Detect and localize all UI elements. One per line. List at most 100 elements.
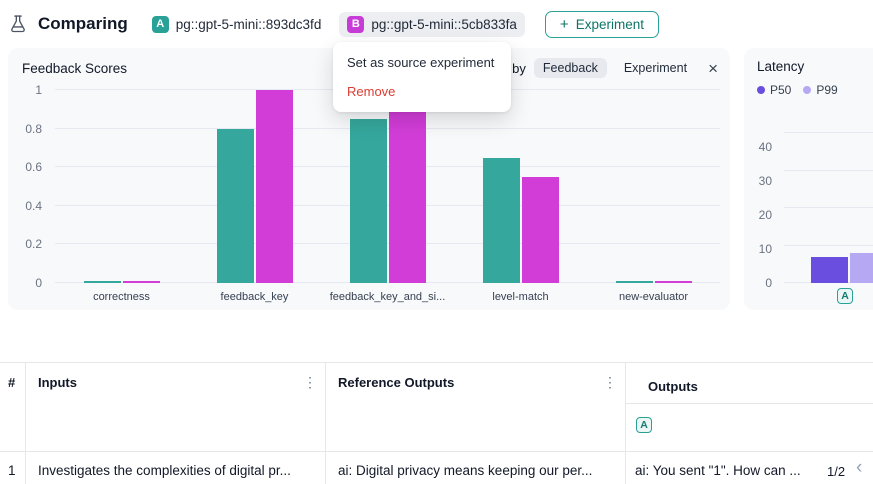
experiment-a-name: pg::gpt-5-mini::893dc3fd (175, 16, 322, 32)
row-divider (0, 451, 873, 452)
reference-outputs-cell[interactable]: ai: Digital privacy means keeping our pe… (338, 463, 593, 478)
outputs-experiment-a-badge: A (636, 417, 652, 433)
bar-B-feedback_key_and_si...[interactable] (388, 95, 426, 283)
outputs-cell[interactable]: ai: You sent "1". How can ... (635, 463, 801, 478)
bar-group (188, 90, 321, 283)
y-tick-label: 1 (35, 83, 42, 97)
x-category-label: feedback_key_and_si... (329, 291, 446, 303)
bar-B-feedback_key[interactable] (255, 90, 293, 283)
y-tick-label: 0.2 (25, 237, 42, 252)
y-tick-label: 0.8 (25, 121, 42, 136)
group-by-experiment-chip[interactable]: Experiment (623, 61, 688, 75)
bar-A-correctness[interactable] (83, 281, 121, 283)
gridline (784, 169, 873, 171)
bar-P99-A[interactable] (850, 253, 873, 283)
y-tick-label: 20 (758, 207, 772, 222)
row-number: 1 (8, 463, 16, 478)
latency-legend: P50 P99 (744, 76, 873, 97)
bar-A-new-evaluator[interactable] (615, 281, 653, 283)
feedback-panel-controls: up by Feedback Experiment × (494, 58, 718, 78)
bar-group (454, 90, 587, 283)
y-tick-label: 30 (758, 173, 772, 188)
gridline (55, 243, 720, 245)
bar-groups (55, 90, 720, 283)
gridline (55, 127, 720, 129)
bar-group (784, 118, 873, 283)
x-category-label: level-match (492, 291, 549, 303)
y-tick-label: 0.4 (25, 198, 42, 213)
experiment-a-badge: A (151, 15, 169, 33)
pagination-count: 1/2 (827, 464, 846, 479)
column-header-outputs: Outputs (648, 379, 698, 394)
inputs-kebab-menu-icon[interactable]: ⋮ (303, 374, 317, 390)
feedback-scores-title: Feedback Scores (22, 60, 128, 76)
add-experiment-label: Experiment (575, 16, 644, 32)
feedback-chart-x-axis: correctness feedback_key feedback_key_and_… (55, 291, 720, 303)
gridline (784, 132, 873, 133)
outputs-header-divider (625, 403, 873, 404)
latency-panel-header: Latency (744, 48, 873, 76)
bar-group (321, 90, 454, 283)
x-category-label: correctness (93, 291, 150, 303)
y-tick-label: 0 (765, 276, 772, 290)
experiment-b-name: pg::gpt-5-mini::5cb833fa (371, 16, 517, 32)
reference-outputs-kebab-menu-icon[interactable]: ⋮ (603, 374, 617, 390)
legend-item-p99: P99 (803, 83, 838, 97)
column-divider (25, 363, 26, 484)
column-divider (625, 363, 626, 484)
bar-A-feedback_key[interactable] (216, 128, 254, 283)
gridline (784, 244, 873, 246)
latency-chart-y-axis: 0 10 20 30 40 (744, 133, 778, 290)
p50-dot-icon (757, 86, 765, 94)
feedback-chart-y-axis: 0 0.2 0.4 0.6 0.8 1 (8, 83, 48, 290)
menu-item-remove[interactable]: Remove (347, 84, 396, 99)
y-tick-label: 0.6 (25, 160, 42, 175)
bar-groups (784, 118, 873, 283)
bar-B-level-match[interactable] (521, 176, 559, 283)
menu-item-set-source-experiment[interactable]: Set as source experiment (347, 55, 495, 70)
gridline (55, 166, 720, 168)
column-header-inputs: Inputs (38, 375, 77, 390)
inputs-cell[interactable]: Investigates the complexities of digital… (38, 463, 291, 478)
results-table: # Inputs ⋮ Reference Outputs ⋮ Outputs A… (0, 362, 873, 484)
x-category-label: feedback_key (220, 291, 289, 303)
experiments-flask-icon (8, 14, 28, 34)
add-experiment-button[interactable]: + Experiment (544, 10, 659, 38)
experiment-context-menu: Set as source experiment Remove (333, 42, 511, 112)
x-category-label: new-evaluator (618, 291, 689, 303)
latency-panel: Latency P50 P99 0 10 20 30 40 A (744, 48, 873, 310)
gridline (55, 204, 720, 206)
chevron-left-icon[interactable]: ‹ (856, 457, 863, 478)
group-by-feedback-chip[interactable]: Feedback (533, 58, 607, 78)
p50-label: P50 (770, 83, 792, 97)
p99-label: P99 (816, 83, 838, 97)
bar-A-level-match[interactable] (482, 157, 520, 283)
bar-P50-A[interactable] (811, 256, 848, 283)
page-title: Comparing (38, 14, 128, 33)
y-tick-label: 10 (758, 241, 772, 256)
header: Comparing A pg::gpt-5-mini::893dc3fd B p… (0, 0, 873, 48)
experiment-b-badge: B (347, 15, 365, 33)
legend-item-p50: P50 (757, 83, 791, 97)
gridline (784, 207, 873, 208)
y-tick-label: 40 (758, 139, 772, 154)
column-header-reference-outputs: Reference Outputs (338, 375, 455, 390)
latency-title: Latency (757, 59, 805, 74)
column-header-num: # (8, 375, 16, 390)
p99-dot-icon (803, 86, 812, 94)
experiment-chip-a[interactable]: A pg::gpt-5-mini::893dc3fd (144, 12, 330, 37)
bar-A-feedback_key_and_si...[interactable] (349, 118, 387, 283)
bar-group (587, 90, 720, 283)
bar-group (55, 90, 188, 283)
feedback-scores-chart (55, 89, 720, 283)
column-divider (325, 363, 326, 484)
gridline (55, 282, 720, 283)
y-tick-label: 0 (35, 276, 42, 290)
close-icon[interactable]: × (708, 58, 718, 78)
plus-icon: + (559, 15, 569, 33)
bar-B-new-evaluator[interactable] (654, 281, 692, 283)
experiment-chip-b[interactable]: B pg::gpt-5-mini::5cb833fa (339, 11, 525, 37)
latency-chart (784, 118, 873, 283)
bar-B-correctness[interactable] (122, 281, 160, 283)
